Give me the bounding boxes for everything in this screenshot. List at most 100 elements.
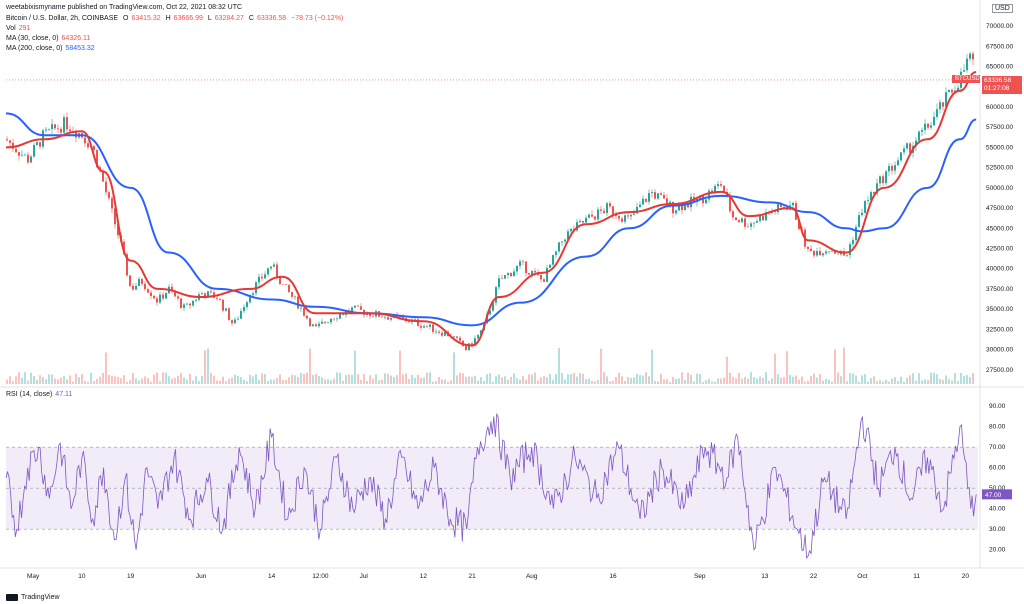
volume-bar bbox=[825, 378, 827, 384]
volume-bar bbox=[741, 378, 743, 384]
volume-legend[interactable]: Vol 291 bbox=[6, 24, 33, 34]
candle-body bbox=[522, 261, 524, 262]
volume-bar bbox=[636, 373, 638, 384]
volume-bar bbox=[738, 372, 740, 384]
volume-bar bbox=[573, 372, 575, 384]
ohlc-legend[interactable]: Bitcoin / U.S. Dollar, 2h, COINBASE O 634… bbox=[6, 14, 346, 24]
candle-body bbox=[966, 58, 968, 71]
volume-bar bbox=[849, 373, 851, 384]
candle-body bbox=[159, 294, 161, 303]
price-tick-label: 55000.00 bbox=[986, 144, 1013, 151]
volume-bar bbox=[417, 374, 419, 384]
volume-bar bbox=[642, 375, 644, 384]
volume-bar bbox=[306, 372, 308, 384]
rsi-tick-label: 80.00 bbox=[989, 424, 1006, 431]
volume-bar bbox=[681, 372, 683, 384]
candle-body bbox=[249, 294, 251, 303]
volume-bar bbox=[294, 375, 296, 384]
candle-body bbox=[612, 206, 614, 215]
candle-body bbox=[516, 265, 518, 272]
volume-bar bbox=[438, 377, 440, 384]
candle-body bbox=[354, 305, 356, 308]
candle-body bbox=[675, 210, 677, 214]
ma30-legend[interactable]: MA (30, close, 0) 64326.11 bbox=[6, 34, 93, 44]
candle-body bbox=[192, 300, 194, 306]
volume-bar bbox=[357, 374, 359, 384]
rsi-tick-label: 20.00 bbox=[989, 547, 1006, 554]
volume-bar bbox=[915, 380, 917, 384]
candle-body bbox=[591, 214, 593, 217]
candle-body bbox=[108, 192, 110, 199]
volume-bar bbox=[702, 381, 704, 384]
candle-body bbox=[309, 318, 311, 327]
close-value: 63336.58 bbox=[256, 15, 287, 22]
volume-bar bbox=[453, 352, 455, 384]
volume-bar bbox=[726, 356, 728, 384]
candle-body bbox=[438, 331, 440, 333]
candle-body bbox=[264, 274, 266, 279]
volume-bar bbox=[966, 375, 968, 384]
volume-bar bbox=[441, 379, 443, 384]
volume-bar bbox=[195, 376, 197, 384]
volume-bar bbox=[729, 372, 731, 384]
volume-bar bbox=[162, 372, 164, 384]
candle-body bbox=[678, 204, 680, 211]
volume-bar bbox=[24, 372, 26, 384]
volume-bar bbox=[723, 377, 725, 384]
candle-body bbox=[588, 214, 590, 218]
volume-bar bbox=[498, 374, 500, 384]
candle-body bbox=[648, 193, 650, 202]
volume-bar bbox=[897, 381, 899, 384]
price-tick-label: 50000.00 bbox=[986, 185, 1013, 192]
currency-label[interactable]: USD bbox=[992, 4, 1013, 13]
candle-body bbox=[936, 109, 938, 117]
price-tick-label: 60000.00 bbox=[986, 104, 1013, 111]
volume-bar bbox=[318, 376, 320, 384]
volume-bar bbox=[705, 380, 707, 384]
candle-body bbox=[300, 307, 302, 309]
volume-bar bbox=[411, 375, 413, 384]
rsi-legend[interactable]: RSI (14, close) 47.11 bbox=[6, 390, 75, 400]
volume-bar bbox=[324, 379, 326, 384]
volume-bar bbox=[603, 372, 605, 384]
volume-bar bbox=[513, 373, 515, 384]
candle-body bbox=[237, 318, 239, 320]
candle-body bbox=[318, 323, 320, 327]
candle-body bbox=[927, 123, 929, 128]
volume-bar bbox=[312, 374, 314, 384]
candle-body bbox=[663, 194, 665, 199]
candle-body bbox=[369, 312, 371, 317]
publisher-text: weetabixismyname published on TradingVie… bbox=[6, 4, 243, 11]
candle-body bbox=[453, 336, 455, 338]
volume-bar bbox=[699, 374, 701, 384]
candle-body bbox=[186, 303, 188, 305]
volume-bar bbox=[912, 373, 914, 384]
candle-body bbox=[849, 244, 851, 255]
tradingview-logo-icon bbox=[6, 594, 18, 601]
volume-bar bbox=[303, 374, 305, 384]
candle-body bbox=[207, 291, 209, 298]
volume-bar bbox=[489, 373, 491, 384]
candle-body bbox=[834, 251, 836, 254]
time-tick-label: 21 bbox=[469, 573, 477, 580]
candle-body bbox=[813, 250, 815, 256]
ma200-legend[interactable]: MA (200, close, 0) 58453.32 bbox=[6, 44, 98, 54]
candle-body bbox=[27, 154, 29, 163]
volume-bar bbox=[666, 379, 668, 384]
candle-body bbox=[57, 128, 59, 129]
volume-bar bbox=[780, 377, 782, 384]
candle-body bbox=[639, 204, 641, 207]
volume-bar bbox=[141, 378, 143, 384]
volume-bar bbox=[255, 374, 257, 384]
candle-body bbox=[84, 137, 86, 144]
candle-body bbox=[426, 326, 428, 327]
volume-bar bbox=[879, 380, 881, 384]
tradingview-footer[interactable]: TradingView bbox=[6, 594, 60, 601]
volume-bar bbox=[396, 375, 398, 384]
volume-bar bbox=[525, 379, 527, 384]
candle-body bbox=[177, 296, 179, 299]
volume-bar bbox=[744, 376, 746, 384]
candle-body bbox=[276, 264, 278, 278]
volume-bar bbox=[405, 373, 407, 384]
